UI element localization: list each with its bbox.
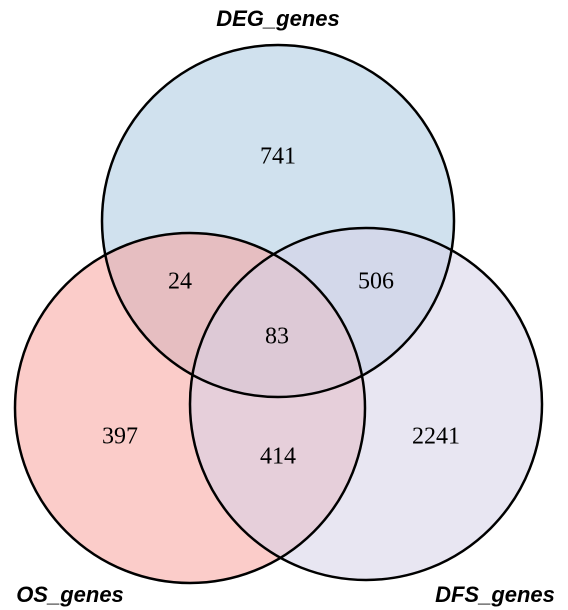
set-label: DEG_genes — [216, 6, 340, 31]
set-outline — [100, 43, 456, 399]
region-count: 397 — [102, 424, 138, 450]
set-label: OS_genes — [16, 582, 124, 607]
set-outline — [188, 226, 544, 582]
set-label: DFS_genes — [435, 582, 555, 607]
region-count: 506 — [358, 269, 394, 295]
set-outline — [13, 231, 367, 585]
region-count: 741 — [260, 144, 296, 170]
region-count: 2241 — [412, 424, 460, 450]
region-count: 414 — [260, 444, 296, 470]
region-count: 83 — [265, 324, 289, 350]
region-count: 24 — [168, 269, 192, 295]
